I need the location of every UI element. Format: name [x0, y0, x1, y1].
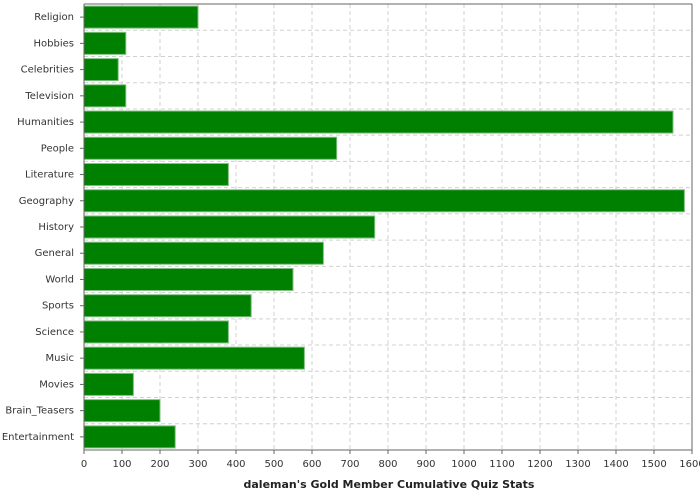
y-tick-label: Celebrities — [21, 65, 74, 76]
y-tick-label: Movies — [39, 379, 74, 390]
y-tick-label: Music — [46, 353, 74, 364]
y-tick-label: Television — [24, 91, 74, 102]
x-tick-label: 1400 — [603, 459, 628, 470]
bar — [83, 58, 119, 82]
bar — [83, 425, 176, 449]
y-tick-label: History — [38, 222, 74, 233]
x-tick-label: 300 — [188, 459, 207, 470]
x-tick-label: 500 — [264, 459, 283, 470]
x-tick-label: 800 — [378, 459, 397, 470]
bar — [83, 136, 338, 160]
x-axis-title: daleman's Gold Member Cumulative Quiz St… — [244, 478, 535, 491]
bar — [83, 110, 674, 134]
y-tick-label: Geography — [19, 196, 74, 207]
y-tick-label: Literature — [25, 170, 74, 181]
bar — [83, 241, 324, 265]
bar — [83, 163, 229, 187]
y-tick-label: World — [45, 274, 74, 285]
bar — [83, 84, 127, 108]
bar — [83, 294, 252, 318]
x-tick-label: 1200 — [527, 459, 552, 470]
x-tick-label: 0 — [81, 459, 87, 470]
x-tick-label: 700 — [340, 459, 359, 470]
bar — [83, 5, 199, 29]
y-tick-label: General — [35, 248, 74, 259]
bar — [83, 31, 127, 55]
y-tick-label: Sports — [42, 301, 74, 312]
x-tick-label: 1000 — [451, 459, 476, 470]
y-tick-label: People — [41, 143, 74, 154]
x-tick-label: 200 — [150, 459, 169, 470]
bar — [83, 346, 305, 370]
y-tick-label: Religion — [34, 12, 74, 23]
x-tick-label: 1500 — [641, 459, 666, 470]
y-tick-label: Brain_Teasers — [5, 406, 74, 417]
bar — [83, 215, 376, 239]
bar — [83, 189, 685, 213]
x-tick-label: 600 — [302, 459, 321, 470]
x-tick-label: 1600 — [679, 459, 700, 470]
x-tick-label: 1100 — [489, 459, 514, 470]
bar — [83, 267, 294, 291]
x-tick-label: 100 — [112, 459, 131, 470]
y-tick-label: Entertainment — [2, 432, 74, 443]
bar — [83, 372, 134, 396]
x-tick-label: 1300 — [565, 459, 590, 470]
y-tick-label: Humanities — [17, 117, 74, 128]
y-tick-label: Hobbies — [34, 38, 74, 49]
bar — [83, 399, 161, 423]
bar — [83, 320, 229, 344]
y-tick-label: Science — [35, 327, 74, 338]
x-tick-label: 400 — [226, 459, 245, 470]
x-tick-label: 900 — [416, 459, 435, 470]
